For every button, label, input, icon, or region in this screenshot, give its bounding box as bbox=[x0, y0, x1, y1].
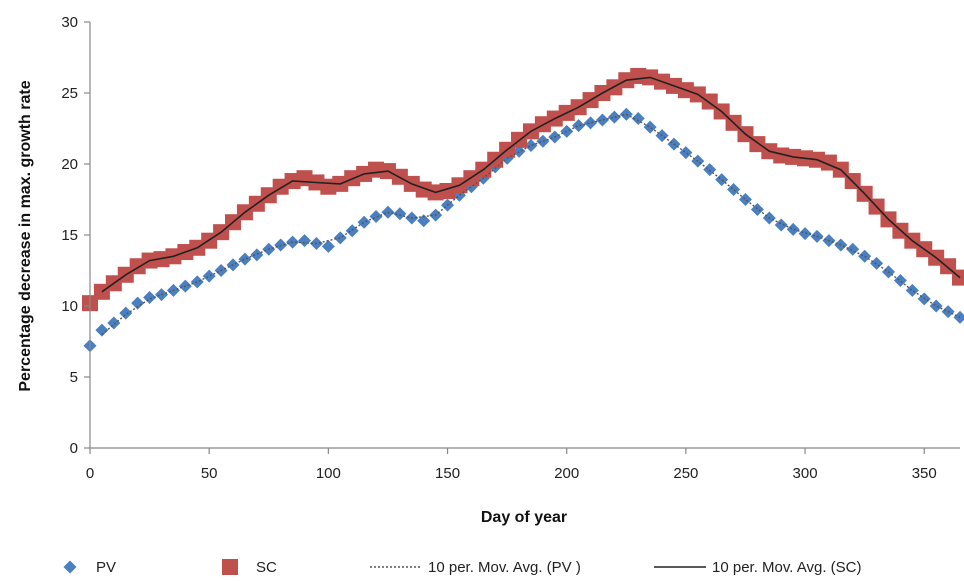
pv-point bbox=[905, 283, 919, 297]
legend-marker bbox=[63, 560, 77, 574]
y-tick-label: 5 bbox=[70, 369, 78, 386]
pv-point bbox=[858, 249, 872, 263]
pv-point bbox=[846, 242, 860, 256]
x-tick-label: 100 bbox=[316, 465, 341, 482]
legend-item: 10 per. Mov. Avg. (PV ) bbox=[370, 559, 581, 576]
pv-point bbox=[738, 193, 752, 206]
pv-point bbox=[595, 113, 609, 127]
pv-point bbox=[190, 275, 204, 289]
x-tick-label: 0 bbox=[86, 465, 94, 482]
pv-point bbox=[643, 120, 657, 134]
legend-item: PV bbox=[63, 559, 116, 576]
pv-point bbox=[584, 116, 598, 130]
legend: PV SC 10 per. Mov. Avg. (PV ) 10 per. Mov. … bbox=[63, 559, 862, 576]
pv-point bbox=[238, 252, 252, 266]
pv-series bbox=[83, 107, 964, 353]
pv-point bbox=[572, 119, 586, 133]
y-tick-label: 10 bbox=[61, 298, 78, 315]
y-tick-label: 25 bbox=[61, 85, 78, 102]
y-tick-label: 15 bbox=[61, 227, 78, 244]
pv-point bbox=[119, 306, 133, 320]
pv-point bbox=[345, 224, 359, 238]
pv-point bbox=[786, 222, 800, 236]
pv-point bbox=[512, 144, 526, 158]
pv-point bbox=[369, 210, 383, 224]
y-tick-label: 30 bbox=[61, 14, 78, 31]
pv-point bbox=[750, 202, 764, 216]
legend-label: 10 per. Mov. Avg. (PV ) bbox=[428, 559, 581, 576]
pv-moving-average-line bbox=[101, 113, 961, 335]
pv-point bbox=[893, 273, 907, 287]
pv-point bbox=[131, 296, 145, 310]
legend-label: 10 per. Mov. Avg. (SC) bbox=[712, 559, 862, 576]
pv-point bbox=[298, 234, 312, 248]
pv-point bbox=[727, 183, 741, 197]
sc-moving-average-line bbox=[101, 76, 961, 293]
pv-point bbox=[774, 218, 788, 232]
pv-point bbox=[798, 227, 812, 241]
legend-item: 10 per. Mov. Avg. (SC) bbox=[654, 559, 862, 576]
x-tick-label: 300 bbox=[793, 465, 818, 482]
pv-point bbox=[929, 299, 943, 313]
y-axis-title: Percentage decrease in max. growth rate bbox=[17, 80, 34, 391]
y-tick-label: 0 bbox=[70, 440, 78, 457]
pv-point bbox=[107, 316, 121, 330]
pv-point bbox=[524, 139, 538, 153]
sc-series bbox=[82, 67, 964, 312]
legend-item: SC bbox=[222, 559, 277, 576]
pv-point bbox=[607, 110, 621, 124]
legend-marker bbox=[222, 559, 238, 575]
pv-point bbox=[333, 231, 347, 245]
pv-point bbox=[321, 239, 335, 253]
x-tick-label: 350 bbox=[912, 465, 937, 482]
y-axis: 0 5 10 15 20 25 30 bbox=[61, 14, 91, 457]
pv-point bbox=[357, 215, 371, 229]
x-axis-title: Day of year bbox=[481, 509, 567, 526]
pv-point bbox=[393, 207, 407, 221]
plot-area bbox=[82, 67, 964, 353]
pv-point bbox=[715, 173, 729, 187]
pv-point bbox=[202, 269, 216, 283]
pv-point bbox=[679, 146, 693, 160]
pv-point bbox=[95, 323, 109, 337]
legend-label: SC bbox=[256, 559, 277, 576]
legend-label: PV bbox=[96, 559, 116, 576]
x-tick-label: 50 bbox=[201, 465, 218, 482]
pv-point bbox=[250, 248, 264, 262]
pv-point bbox=[143, 290, 157, 304]
y-tick-label: 20 bbox=[61, 156, 78, 173]
x-tick-label: 200 bbox=[554, 465, 579, 482]
x-axis: 0 50 100 150 200 250 300 350 bbox=[86, 447, 960, 482]
x-tick-label: 250 bbox=[673, 465, 698, 482]
x-tick-label: 150 bbox=[435, 465, 460, 482]
pv-point bbox=[536, 134, 550, 148]
